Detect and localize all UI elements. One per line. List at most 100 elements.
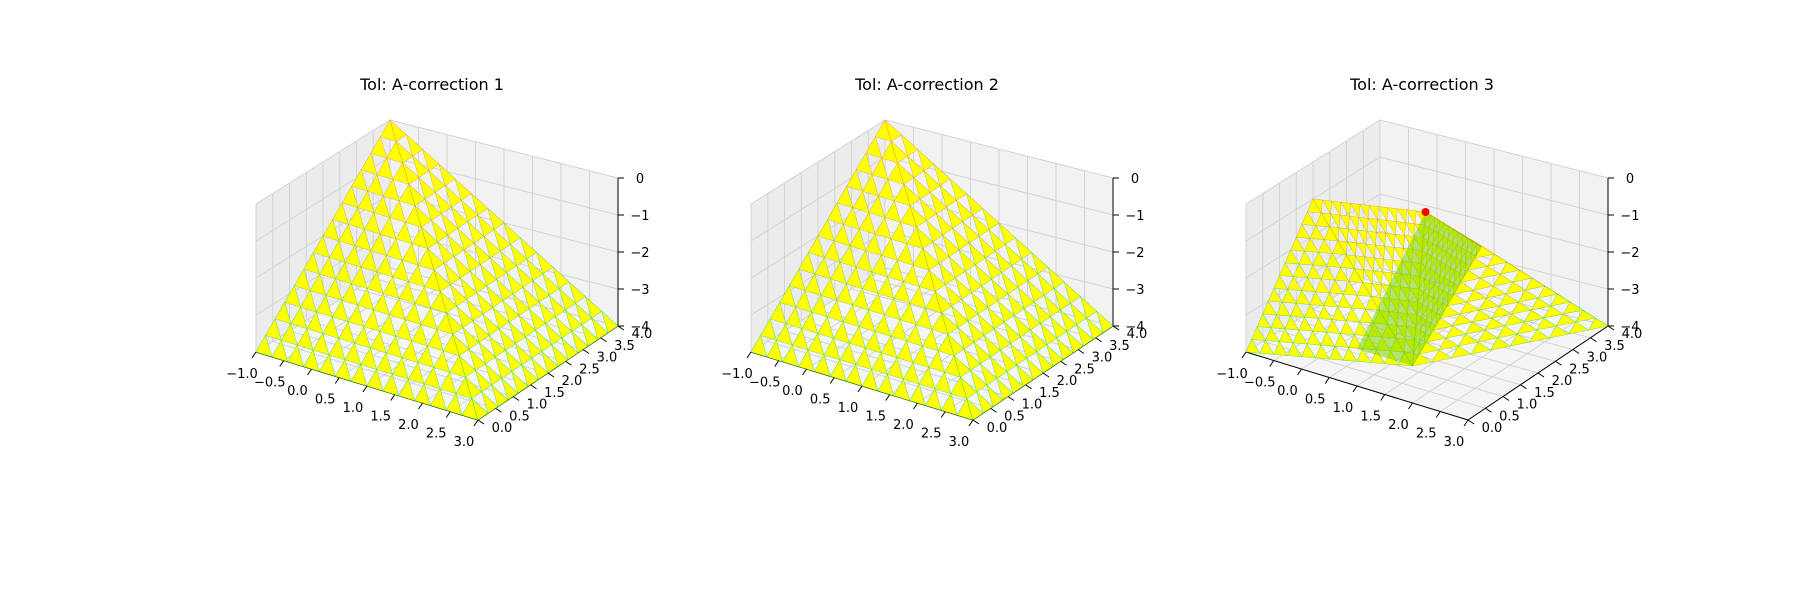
surface-facet — [341, 185, 359, 209]
surface-facet — [1320, 212, 1332, 228]
surface-facet — [884, 119, 902, 142]
surface-facet — [454, 177, 472, 201]
surface-facet — [814, 256, 832, 280]
surface-facet — [1059, 309, 1078, 332]
y-tick-label: 2.0 — [562, 374, 583, 389]
surface-facet — [871, 254, 889, 278]
surface-facet — [1033, 301, 1051, 324]
surface-facet — [1043, 294, 1061, 318]
surface-facet — [1245, 338, 1261, 354]
surface-facet — [880, 335, 898, 359]
surface-facet — [1353, 321, 1369, 337]
surface-facet — [915, 226, 934, 250]
x-tick — [251, 351, 257, 359]
surface-facet — [391, 356, 409, 380]
surface-facet — [1376, 219, 1388, 235]
surface-facet — [1382, 271, 1393, 287]
surface-facet — [884, 200, 902, 223]
surface-facet — [1013, 314, 1031, 338]
y-tick — [1025, 384, 1032, 390]
y-tick — [1112, 325, 1120, 331]
surface-facet — [997, 299, 1015, 323]
y-tick-label: 1.5 — [1039, 386, 1060, 401]
surface-facet — [464, 376, 483, 400]
surface-facet — [947, 333, 965, 357]
surface-facet — [1340, 201, 1351, 218]
surface-facet — [366, 368, 384, 392]
surface-facet — [823, 337, 841, 361]
surface-facet — [1278, 328, 1294, 344]
surface-facet — [994, 250, 1013, 274]
surface-facet — [1503, 313, 1525, 327]
surface-facet — [1320, 331, 1336, 347]
y-tick-label: 4.0 — [632, 327, 653, 342]
surface-facet — [424, 198, 442, 221]
y-tick — [1537, 372, 1545, 378]
surface-facet — [1049, 315, 1068, 339]
surface-facet — [357, 287, 375, 311]
surface-facet — [496, 278, 514, 302]
surface-facet — [542, 272, 560, 296]
y-tick — [1607, 325, 1615, 331]
surface-facet — [962, 220, 980, 244]
surface-facet — [942, 234, 960, 258]
surface-facet — [1587, 317, 1609, 331]
surface-facet — [446, 311, 464, 335]
surface-facet — [785, 306, 803, 330]
surface-facet — [447, 234, 465, 258]
surface-facet — [456, 305, 474, 329]
surface-facet — [338, 320, 355, 344]
surface-facet — [433, 269, 451, 292]
surface-facet — [1076, 323, 1094, 347]
surface-facet — [519, 236, 538, 260]
surface-facet — [1019, 335, 1038, 359]
surface-marker — [1421, 208, 1430, 216]
surface-facet — [1273, 340, 1289, 356]
y-tick — [1060, 360, 1067, 366]
surface-facet — [344, 244, 362, 268]
surface-facet — [481, 390, 499, 414]
surface-facet — [487, 207, 505, 231]
surface-facet — [1096, 310, 1114, 334]
surface-facet — [1334, 266, 1350, 282]
surface-facet — [1524, 277, 1546, 291]
surface-facet — [965, 192, 984, 216]
y-tick-label: 2.5 — [579, 362, 600, 377]
surface-facet — [476, 291, 494, 315]
surface-facet — [1031, 251, 1049, 275]
surface-facet — [868, 195, 886, 218]
surface-facet — [478, 341, 496, 365]
surface-facet — [880, 238, 898, 261]
surface-facet — [1287, 342, 1303, 358]
surface-facet — [521, 364, 539, 387]
x-tick-label: 1.0 — [1333, 401, 1354, 416]
surface-facet — [1292, 263, 1308, 279]
surface-facet — [820, 278, 838, 301]
surface-facet — [469, 270, 488, 294]
surface-facet — [1568, 321, 1590, 335]
surface-facet — [350, 363, 368, 387]
surface-facet — [498, 327, 516, 351]
y-tick — [1572, 349, 1580, 354]
surface-facet — [855, 347, 873, 370]
surface-facet — [601, 310, 619, 334]
surface-facet — [1492, 273, 1514, 287]
surface-facet — [1384, 245, 1395, 262]
x-tick — [1408, 402, 1413, 410]
surface-facet — [1378, 206, 1389, 222]
surface-facet — [312, 235, 330, 258]
surface-facet — [1326, 318, 1341, 334]
z-tick-label: −3 — [1620, 283, 1639, 298]
surface-facet — [1359, 204, 1370, 220]
surface-facet — [1029, 329, 1048, 353]
surface-facet — [1026, 357, 1044, 381]
surface-facet — [379, 216, 397, 240]
surface-facet — [1281, 288, 1297, 304]
surface-facet — [1499, 261, 1521, 275]
surface-facet — [581, 323, 599, 347]
surface-facet — [966, 397, 984, 421]
surface-facet — [1396, 208, 1408, 224]
x-tick-label: −0.5 — [749, 376, 781, 391]
surface-facet — [370, 233, 387, 256]
surface-facet — [782, 344, 800, 368]
